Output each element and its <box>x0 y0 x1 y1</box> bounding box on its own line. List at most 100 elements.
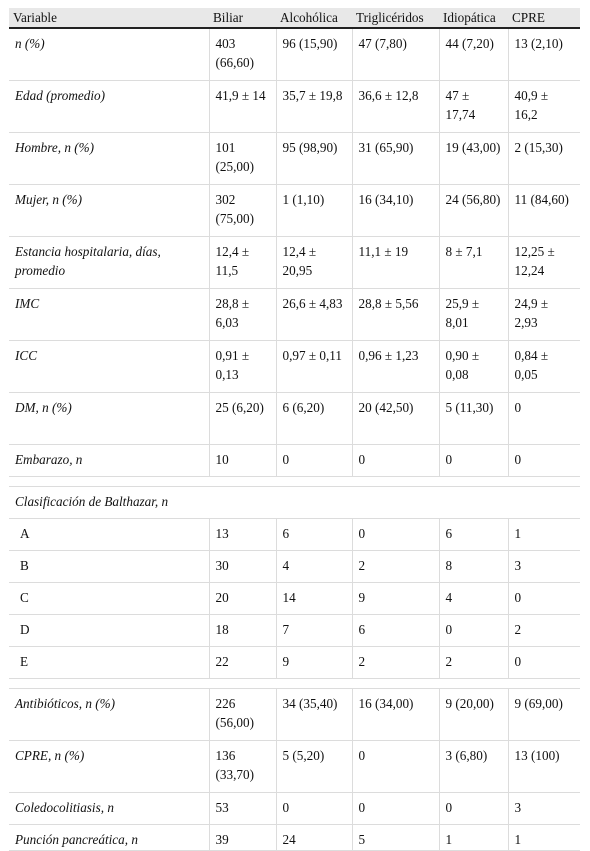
cell-biliar: 12,4 ± 11,5 <box>209 236 277 289</box>
cell-biliar: 53 <box>209 792 277 825</box>
table-row: Edad (promedio) 41,9 ± 14 35,7 ± 19,8 36,6 … <box>9 80 580 133</box>
cell-biliar: 13 <box>209 518 277 551</box>
cell-biliar: 22 <box>209 646 277 679</box>
cell-idiopática: 0,90 ± 0,08 <box>439 340 509 393</box>
table-row: Coledocolitiasis, n 53 0 0 0 3 <box>9 792 580 825</box>
row-label: Antibióticos, n (%) <box>9 688 210 741</box>
table-row: CPRE, n (%) 136 (33,70) 5 (5,20) 0 3 (6,80) 1… <box>9 740 580 793</box>
cell-alcohólica: 4 <box>276 550 353 583</box>
cell-alcohólica: 24 <box>276 824 353 851</box>
cell-alcohólica: 0 <box>276 792 353 825</box>
cell-cpre: 1 <box>508 518 580 551</box>
header-trigliceridos: Triglicéridos <box>352 8 439 29</box>
row-label: IMC <box>9 288 210 341</box>
cell-alcohólica: 6 (6,20) <box>276 392 353 445</box>
data-table: Variable Biliar Alcohólica Triglicéridos… <box>9 8 580 851</box>
table-row: C 20 14 9 4 0 <box>9 582 580 615</box>
row-label: Coledocolitiasis, n <box>9 792 210 825</box>
cell-alcohólica: 0,97 ± 0,11 <box>276 340 353 393</box>
cell-alcohólica: 95 (98,90) <box>276 132 353 185</box>
header-idiopatica: Idiopática <box>439 8 508 29</box>
cell-cpre: 3 <box>508 792 580 825</box>
row-label: Punción pancreática, n <box>9 824 210 851</box>
table-row: Estancia hospitalaria, días, promedio 12,… <box>9 236 580 289</box>
cell-alcohólica: 6 <box>276 518 353 551</box>
table-row: Embarazo, n 10 0 0 0 0 <box>9 444 580 477</box>
table-row: B 30 4 2 8 3 <box>9 550 580 583</box>
cell-idiopática: 19 (43,00) <box>439 132 509 185</box>
cell-triglicéridos: 0,96 ± 1,23 <box>352 340 440 393</box>
cell-cpre: 0 <box>508 392 580 445</box>
cell-cpre: 2 <box>508 614 580 647</box>
table-row: Punción pancreática, n 39 24 5 1 1 <box>9 824 580 851</box>
row-label: CPRE, n (%) <box>9 740 210 793</box>
cell-idiopática: 0 <box>439 792 509 825</box>
cell-cpre: 24,9 ± 2,93 <box>508 288 580 341</box>
cell-triglicéridos: 20 (42,50) <box>352 392 440 445</box>
table-row: E 22 9 2 2 0 <box>9 646 580 679</box>
cell-biliar: 20 <box>209 582 277 615</box>
cell-cpre: 11 (84,60) <box>508 184 580 237</box>
cell-idiopática: 24 (56,80) <box>439 184 509 237</box>
header-biliar: Biliar <box>209 8 276 29</box>
cell-triglicéridos: 31 (65,90) <box>352 132 440 185</box>
cell-idiopática: 9 (20,00) <box>439 688 509 741</box>
cell-idiopática: 0 <box>439 444 509 477</box>
cell-cpre: 0,84 ± 0,05 <box>508 340 580 393</box>
row-label: Hombre, n (%) <box>9 132 210 185</box>
cell-biliar: 302 (75,00) <box>209 184 277 237</box>
cell-triglicéridos: 16 (34,10) <box>352 184 440 237</box>
cell-alcohólica: 5 (5,20) <box>276 740 353 793</box>
cell-idiopática: 2 <box>439 646 509 679</box>
cell-biliar: 25 (6,20) <box>209 392 277 445</box>
cell-biliar: 10 <box>209 444 277 477</box>
table-header: Variable Biliar Alcohólica Triglicéridos… <box>9 8 580 29</box>
table-row: D 18 7 6 0 2 <box>9 614 580 647</box>
cell-alcohólica: 35,7 ± 19,8 <box>276 80 353 133</box>
cell-alcohólica: 96 (15,90) <box>276 28 353 81</box>
row-label: B <box>9 550 210 583</box>
cell-triglicéridos: 9 <box>352 582 440 615</box>
cell-alcohólica: 9 <box>276 646 353 679</box>
row-label: D <box>9 614 210 647</box>
cell-cpre: 9 (69,00) <box>508 688 580 741</box>
cell-idiopática: 3 (6,80) <box>439 740 509 793</box>
cell-cpre: 3 <box>508 550 580 583</box>
spacer-cell <box>9 476 580 487</box>
cell-triglicéridos: 5 <box>352 824 440 851</box>
header-alcoholica: Alcohólica <box>276 8 352 29</box>
cell-biliar: 403 (66,60) <box>209 28 277 81</box>
cell-idiopática: 0 <box>439 614 509 647</box>
cell-triglicéridos: 36,6 ± 12,8 <box>352 80 440 133</box>
section-label: Clasificación de Balthazar, n <box>9 486 580 519</box>
row-label: Mujer, n (%) <box>9 184 210 237</box>
row-label: Estancia hospitalaria, días, promedio <box>9 236 210 289</box>
cell-biliar: 136 (33,70) <box>209 740 277 793</box>
cell-idiopática: 25,9 ± 8,01 <box>439 288 509 341</box>
table-row: Mujer, n (%) 302 (75,00) 1 (1,10) 16 (34,10… <box>9 184 580 237</box>
cell-triglicéridos: 0 <box>352 444 440 477</box>
spacer-cell <box>9 678 580 689</box>
cell-idiopática: 44 (7,20) <box>439 28 509 81</box>
row-label: DM, n (%) <box>9 392 210 445</box>
cell-idiopática: 1 <box>439 824 509 851</box>
cell-triglicéridos: 28,8 ± 5,56 <box>352 288 440 341</box>
cell-idiopática: 47 ± 17,74 <box>439 80 509 133</box>
cell-cpre: 13 (2,10) <box>508 28 580 81</box>
cell-biliar: 0,91 ± 0,13 <box>209 340 277 393</box>
cell-triglicéridos: 6 <box>352 614 440 647</box>
table-row: Hombre, n (%) 101 (25,00) 95 (98,90) 31 (65… <box>9 132 580 185</box>
cell-idiopática: 5 (11,30) <box>439 392 509 445</box>
cell-alcohólica: 12,4 ± 20,95 <box>276 236 353 289</box>
cell-idiopática: 6 <box>439 518 509 551</box>
cell-idiopática: 8 ± 7,1 <box>439 236 509 289</box>
cell-biliar: 101 (25,00) <box>209 132 277 185</box>
header-row: Variable Biliar Alcohólica Triglicéridos… <box>9 8 580 29</box>
cell-triglicéridos: 0 <box>352 792 440 825</box>
header-cpre: CPRE <box>508 8 580 29</box>
cell-triglicéridos: 11,1 ± 19 <box>352 236 440 289</box>
row-label: C <box>9 582 210 615</box>
cell-idiopática: 8 <box>439 550 509 583</box>
spacer-row <box>9 678 580 689</box>
table-row: Antibióticos, n (%) 226 (56,00) 34 (35,40)… <box>9 688 580 741</box>
